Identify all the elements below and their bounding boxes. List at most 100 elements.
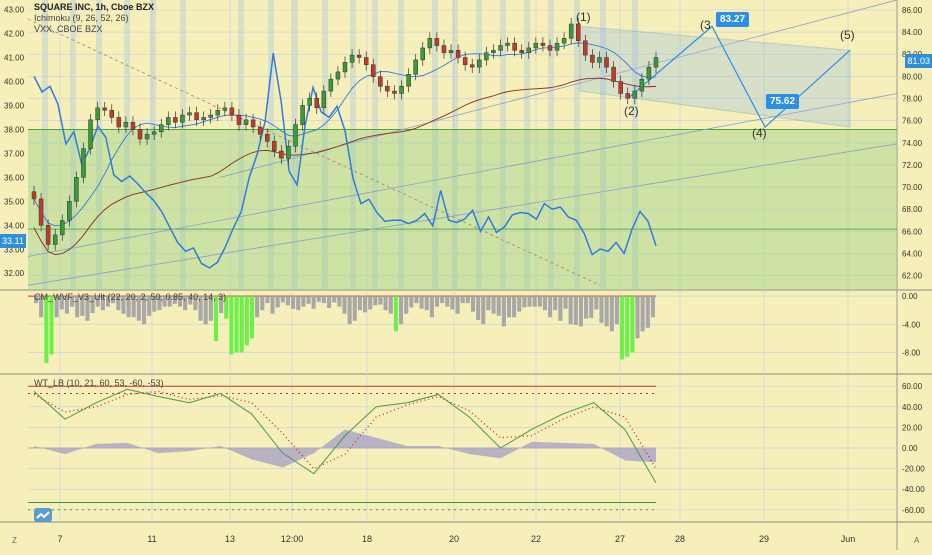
candle-body bbox=[45, 225, 51, 245]
target-callout-low: 75.62 bbox=[766, 94, 800, 109]
wvf-bar bbox=[614, 296, 619, 325]
wt-tick-label: -20.00 bbox=[902, 465, 925, 474]
candle-body bbox=[123, 121, 129, 128]
wvf-bar bbox=[578, 296, 584, 327]
y-left-tick-label: 40.00 bbox=[4, 77, 25, 86]
wvf-bar bbox=[203, 296, 208, 325]
candle-body bbox=[491, 50, 496, 53]
wvf-bar bbox=[219, 296, 224, 313]
wvf-bar bbox=[450, 296, 455, 310]
session-band bbox=[322, 0, 328, 290]
y-left-tick-label: 33.00 bbox=[4, 245, 25, 254]
y-left-tick-label: 38.00 bbox=[4, 125, 25, 134]
wt-tick-label: -60.00 bbox=[902, 506, 925, 515]
session-band bbox=[574, 0, 580, 290]
ichimoku-base-line bbox=[33, 77, 657, 256]
wvf-bar bbox=[388, 296, 393, 314]
wvf-bar bbox=[434, 296, 440, 307]
wvf-bar bbox=[121, 296, 126, 314]
candle-body bbox=[625, 93, 630, 99]
wvf-bar bbox=[224, 296, 229, 319]
x-tick-label: 20 bbox=[449, 534, 459, 544]
candle-body bbox=[427, 38, 433, 49]
wvf-bar bbox=[265, 296, 270, 304]
y-right-tick-label: 76.00 bbox=[902, 117, 923, 126]
y-right-tick-label: 78.00 bbox=[902, 95, 923, 104]
candle-body bbox=[604, 57, 609, 68]
x-tick-label: Jun bbox=[841, 534, 856, 544]
wvf-bar bbox=[193, 296, 198, 311]
wvf-bar bbox=[398, 296, 404, 325]
candle-body bbox=[74, 177, 79, 202]
candle-body bbox=[321, 90, 327, 109]
candle-body bbox=[67, 201, 72, 221]
candle-body bbox=[653, 57, 659, 68]
candle-body bbox=[547, 45, 553, 51]
wvf-bar bbox=[609, 296, 614, 332]
candle-body bbox=[151, 131, 157, 135]
candle-body bbox=[611, 66, 616, 82]
session-band bbox=[350, 0, 356, 290]
candle-body bbox=[144, 133, 150, 140]
y-right-tick-label: 80.00 bbox=[902, 72, 923, 81]
wvf-tick-label: 0.00 bbox=[902, 292, 918, 301]
session-band bbox=[600, 0, 606, 290]
candle-body bbox=[540, 42, 546, 46]
wvf-bar bbox=[440, 296, 445, 304]
wt-tick-label: 20.00 bbox=[902, 423, 923, 432]
candle-body bbox=[130, 121, 136, 130]
candle-body bbox=[236, 114, 242, 125]
session-band bbox=[180, 0, 186, 290]
wvf-bar bbox=[116, 296, 121, 311]
candle-body bbox=[413, 59, 418, 75]
wt-tick-label: -40.00 bbox=[902, 485, 925, 494]
candle-body bbox=[512, 42, 517, 51]
candle-body bbox=[60, 220, 65, 236]
x-tick-label: 27 bbox=[615, 534, 625, 544]
candle-body bbox=[180, 114, 185, 123]
candle-body bbox=[158, 124, 164, 133]
x-tick-label: 18 bbox=[362, 534, 372, 544]
wvf-bar bbox=[260, 296, 265, 311]
wvf-bar bbox=[527, 296, 532, 307]
candle-body bbox=[95, 107, 100, 121]
wvf-bar bbox=[69, 296, 75, 307]
wvf-bar bbox=[327, 296, 332, 309]
wvf-bar bbox=[635, 296, 640, 339]
wvf-bar bbox=[239, 296, 244, 353]
wvf-bar bbox=[100, 296, 105, 311]
y-right-tick-label: 68.00 bbox=[902, 205, 923, 214]
candle-body bbox=[314, 98, 319, 109]
candle-body bbox=[243, 119, 249, 125]
wvf-bar bbox=[157, 296, 162, 311]
wvf-bar bbox=[85, 296, 90, 321]
wvf-bar bbox=[244, 296, 249, 346]
wvf-bar bbox=[378, 296, 383, 305]
session-band bbox=[268, 0, 274, 290]
wvf-bar bbox=[111, 296, 116, 304]
wvf-bar bbox=[347, 296, 352, 325]
session-band bbox=[452, 0, 458, 290]
x-tick-label: 12:00 bbox=[281, 534, 304, 544]
candle-body bbox=[392, 90, 397, 94]
session-band bbox=[238, 0, 244, 290]
wvf-bar bbox=[188, 296, 193, 305]
session-band bbox=[42, 0, 48, 290]
wvf-bar bbox=[548, 296, 553, 318]
wvf-bar bbox=[589, 296, 594, 318]
wvf-bar bbox=[476, 296, 481, 321]
wvf-bar bbox=[147, 296, 152, 316]
candle-body bbox=[385, 86, 390, 92]
wvf-bar bbox=[506, 296, 512, 318]
wvf-bar bbox=[522, 296, 527, 308]
candle-body bbox=[568, 23, 574, 39]
wave-label-5: (5) bbox=[840, 28, 855, 42]
candle-body bbox=[187, 112, 192, 116]
wvf-bar bbox=[177, 296, 183, 307]
y-left-tick-label: 39.00 bbox=[4, 101, 25, 110]
wvf-bar bbox=[280, 296, 285, 303]
candle-body bbox=[590, 54, 595, 63]
support-zone bbox=[28, 129, 897, 290]
wt-tick-label: 60.00 bbox=[902, 382, 923, 391]
wvf-bar bbox=[584, 296, 589, 319]
